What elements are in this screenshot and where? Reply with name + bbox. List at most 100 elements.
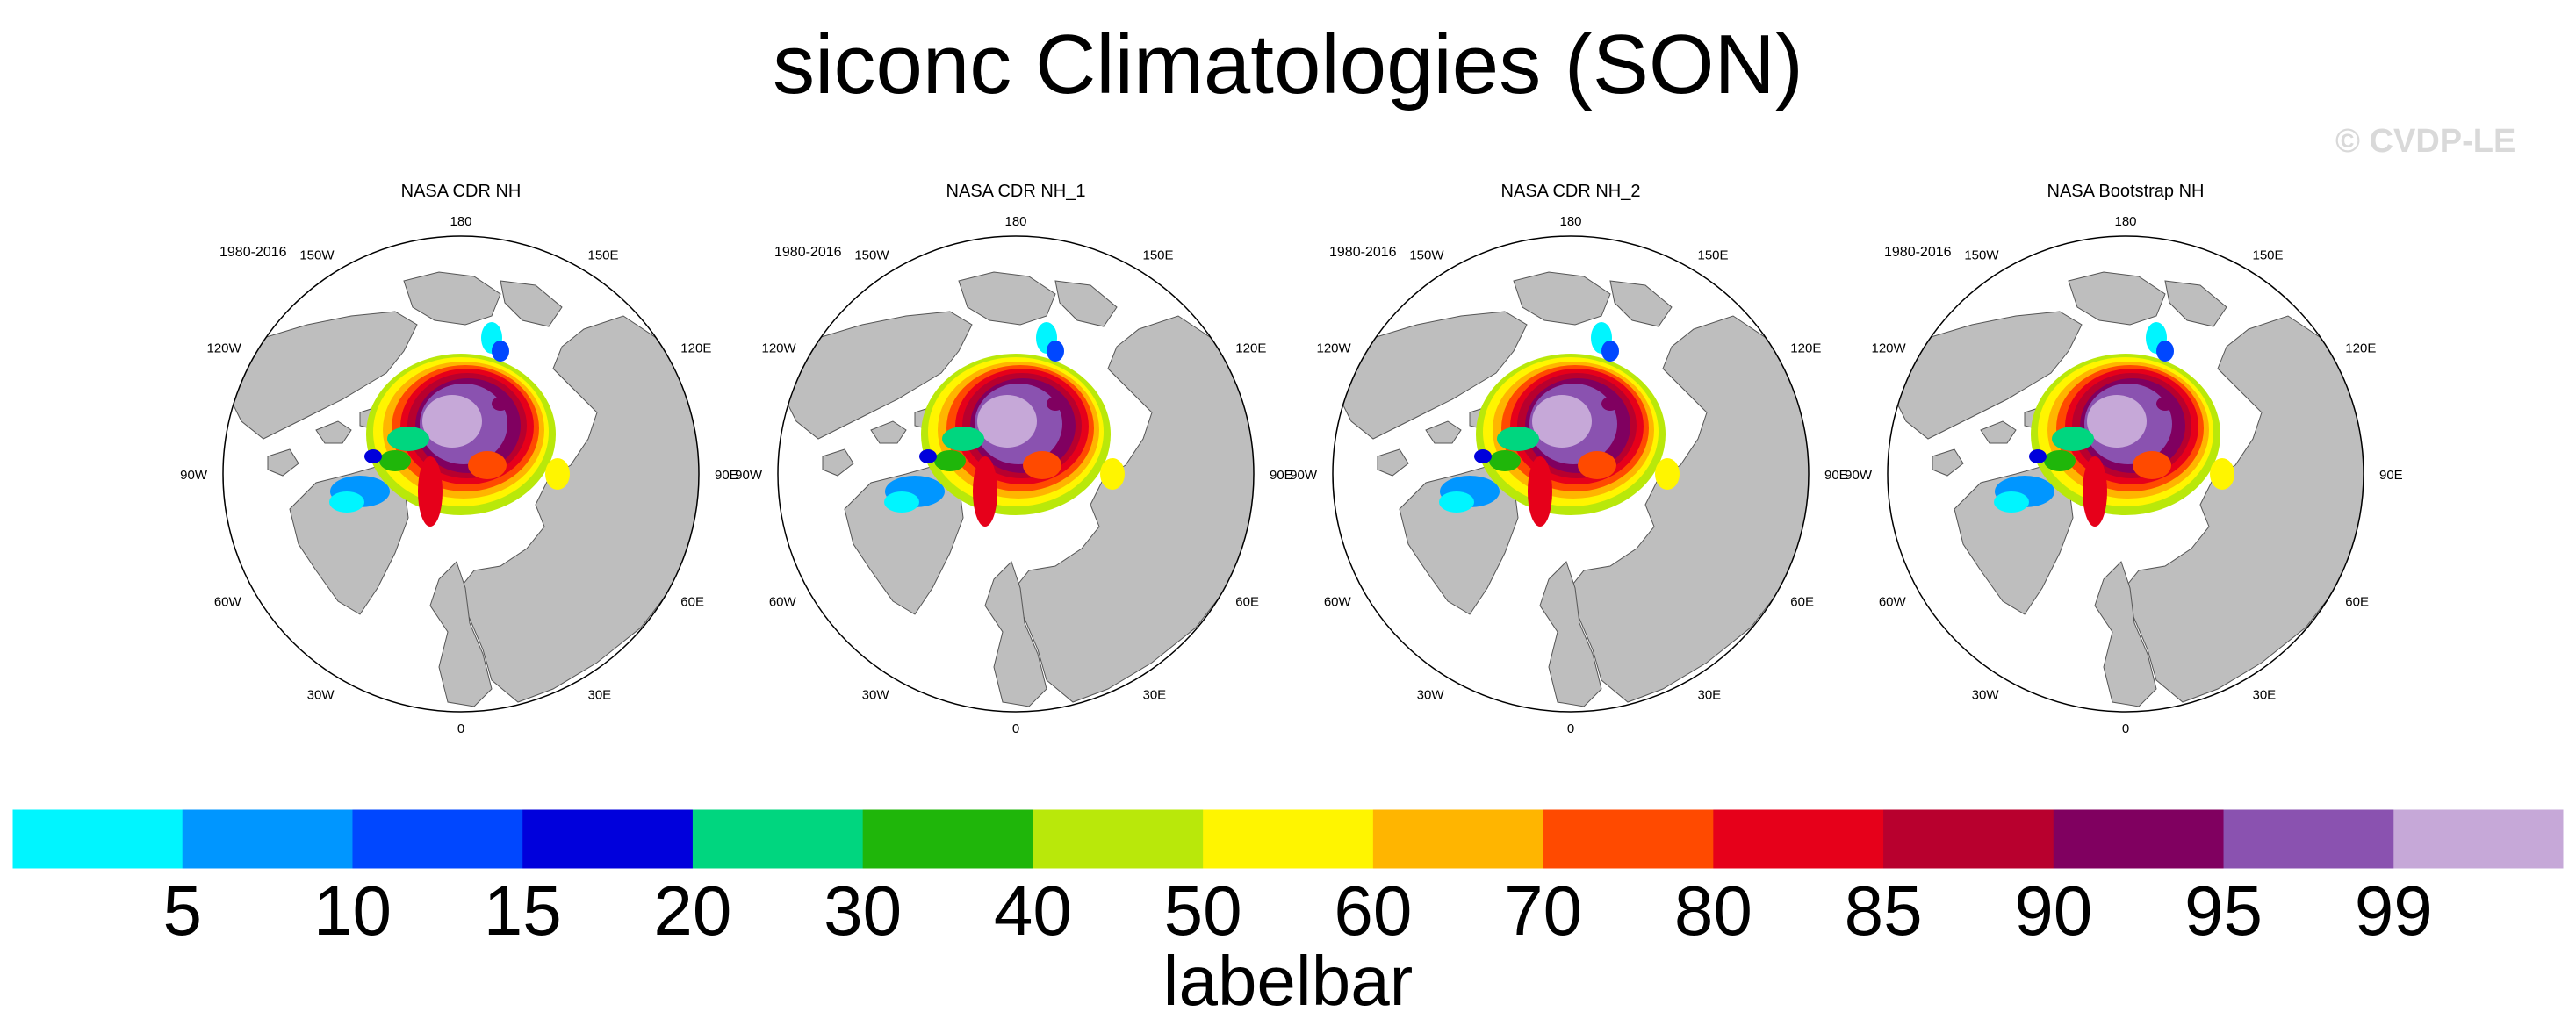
colorbar-tick-label: 30: [824, 872, 903, 950]
longitude-label: 180: [450, 214, 471, 229]
colorbar-tick-label: 20: [653, 872, 732, 950]
sea-ice-cell: [1578, 451, 1616, 479]
sea-ice-cell: [977, 395, 1037, 448]
land-mass: [1609, 280, 1673, 327]
longitude-label: 0: [457, 721, 464, 736]
map-panel-4: NASA Bootstrap NH 1980-2016 180 150E 120E 90E…: [1845, 176, 2403, 737]
longitude-label: 60E: [1235, 595, 1259, 610]
colorbar-tick-label: 60: [1334, 872, 1413, 950]
period-label: 1980-2016: [219, 245, 287, 260]
land-mass: [2164, 280, 2227, 327]
land-mass: [822, 448, 854, 477]
longitude-label: 60E: [680, 595, 704, 610]
land-mass: [1513, 271, 1611, 326]
land-mass: [782, 311, 973, 440]
map-boundary: [1332, 235, 1810, 713]
map-svg: NASA CDR NH_2 1980-2016 180 150E 120E 90E 60E 3…: [1290, 182, 1848, 736]
sea-ice-cell: [919, 449, 937, 463]
sea-ice-cell: [1100, 458, 1125, 490]
colorbar-swatch: [522, 809, 694, 869]
sea-ice-cell: [1655, 458, 1680, 490]
land-mass: [500, 280, 563, 327]
sea-ice-cell: [1994, 491, 2029, 513]
colorbar-swatch: [2393, 809, 2564, 869]
longitude-label: 30E: [1143, 687, 1167, 702]
sea-ice-cell: [2156, 397, 2174, 411]
panel-title: NASA CDR NH_2: [1501, 182, 1641, 201]
sea-ice-cell: [1497, 427, 1539, 451]
longitude-label: 150E: [588, 248, 619, 263]
sea-ice-cell: [2156, 341, 2174, 362]
colorbar-swatch: [1543, 809, 1714, 869]
longitude-label: 180: [2114, 214, 2136, 229]
longitude-label: 0: [1567, 721, 1574, 736]
map-svg: NASA Bootstrap NH 1980-2016 180 150E 120E 90E…: [1845, 182, 2403, 736]
longitude-label: 150W: [299, 248, 335, 263]
panel-title: NASA CDR NH: [401, 182, 522, 201]
sea-ice-cell: [329, 491, 364, 513]
longitude-label: 120W: [1872, 341, 1907, 356]
land-mass: [227, 311, 418, 440]
colorbar-tick-label: 40: [993, 872, 1072, 950]
longitude-label: 90W: [735, 468, 763, 483]
longitude-label: 0: [1012, 721, 1019, 736]
sea-ice-cell: [884, 491, 919, 513]
longitude-label: 150E: [1143, 248, 1174, 263]
colorbar-swatch: [352, 809, 523, 869]
sea-ice-cell: [2052, 427, 2094, 451]
longitude-label: 120W: [762, 341, 797, 356]
colorbar-swatch: [692, 809, 864, 869]
colorbar-tick-label: 50: [1163, 872, 1242, 950]
longitude-label: 150E: [2253, 248, 2284, 263]
sea-ice-cell: [418, 456, 443, 527]
sea-ice-cell: [387, 427, 429, 451]
colorbar-swatch: [2223, 809, 2394, 869]
colorbar-swatch: [2053, 809, 2225, 869]
sea-ice-cell: [1601, 397, 1619, 411]
longitude-label: 150E: [1698, 248, 1729, 263]
sea-ice-cell: [2029, 449, 2047, 463]
panel-title: NASA Bootstrap NH: [2047, 182, 2205, 201]
map-svg: NASA CDR NH_1 1980-2016 180 150E 120E 90E 60E 3…: [735, 182, 1293, 736]
longitude-label: 60E: [1790, 595, 1814, 610]
longitude-label: 90E: [1824, 468, 1848, 483]
land-mass: [2068, 271, 2166, 326]
land-mass: [1054, 280, 1118, 327]
colorbar-swatch: [182, 809, 353, 869]
sea-ice-cell: [1528, 456, 1552, 527]
sea-ice-cell: [1439, 491, 1474, 513]
land-mass: [2094, 561, 2157, 707]
land-mass: [267, 448, 299, 477]
sea-ice-cell: [492, 341, 509, 362]
land-mass: [1892, 311, 2083, 440]
land-mass: [958, 271, 1056, 326]
longitude-label: 30W: [862, 687, 890, 702]
longitude-label: 120E: [1790, 341, 1821, 356]
period-label: 1980-2016: [1329, 245, 1397, 260]
sea-ice-cell: [2083, 456, 2107, 527]
land-mass: [1980, 420, 2017, 444]
land-mass: [1425, 420, 1462, 444]
longitude-label: 30W: [1972, 687, 2000, 702]
sea-ice-cell: [973, 456, 997, 527]
colorbar-tick-label: 15: [483, 872, 562, 950]
land-mass: [1539, 561, 1602, 707]
map-svg: NASA CDR NH 1980-2016 180 150E 120E 90E 60E 30E…: [180, 182, 738, 736]
colorbar-swatch: [1372, 809, 1544, 869]
colorbar-tick-label: 80: [1673, 872, 1752, 950]
longitude-label: 90W: [1845, 468, 1873, 483]
sea-ice-cell: [545, 458, 570, 490]
colorbar-tick-label: 85: [1844, 872, 1923, 950]
sea-ice-cell: [2044, 450, 2076, 471]
colorbar-swatch: [862, 809, 1033, 869]
sea-ice-cell: [942, 427, 984, 451]
longitude-label: 120W: [1317, 341, 1352, 356]
land-mass: [1377, 448, 1409, 477]
longitude-label: 150W: [1964, 248, 1999, 263]
colorbar-swatch: [12, 809, 183, 869]
longitude-label: 90W: [1290, 468, 1318, 483]
sea-ice-cell: [364, 449, 382, 463]
sea-ice-cell: [1047, 341, 1064, 362]
period-label: 1980-2016: [1884, 245, 1952, 260]
longitude-label: 30W: [1417, 687, 1445, 702]
